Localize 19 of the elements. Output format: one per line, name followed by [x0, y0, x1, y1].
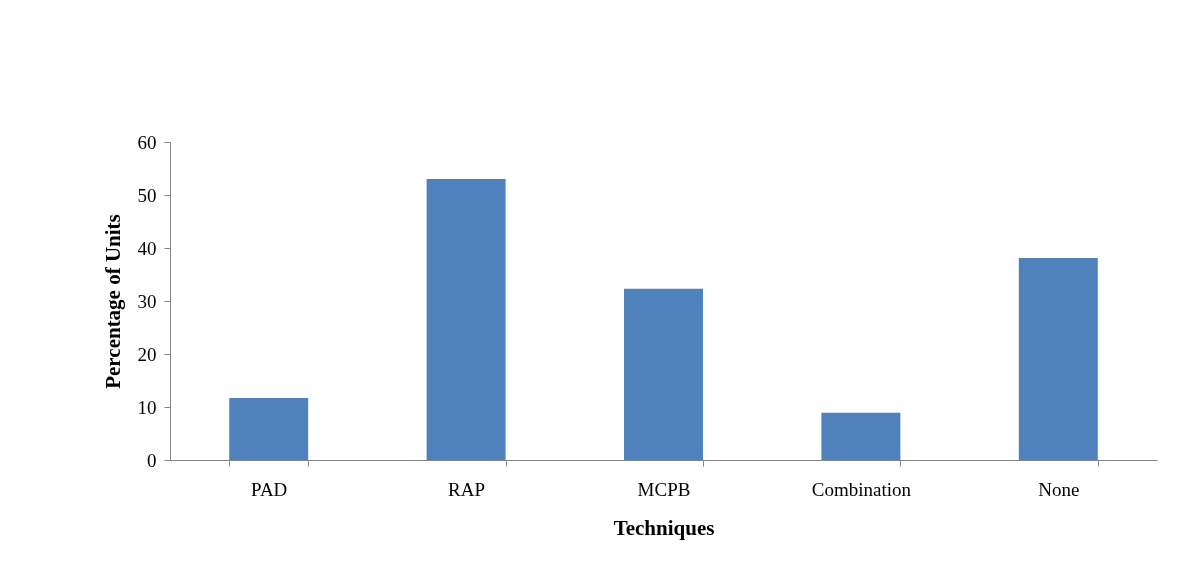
y-tick-label: 60: [137, 131, 157, 153]
x-tick-label: MCPB: [637, 478, 691, 500]
x-axis-title: Techniques: [613, 515, 715, 540]
bar: [821, 412, 901, 460]
y-tick-label: 0: [147, 449, 157, 471]
y-tick-label: 30: [137, 290, 157, 312]
y-tick-label: 50: [137, 184, 157, 206]
x-tick-label: Combination: [811, 478, 912, 500]
x-tick-label: PAD: [251, 478, 288, 500]
y-tick-label: 10: [137, 396, 157, 418]
y-tick-label: 20: [137, 343, 157, 365]
bar: [624, 288, 703, 460]
bar: [1018, 258, 1098, 460]
x-tick-label: RAP: [448, 478, 486, 500]
y-tick-label: 40: [137, 237, 157, 259]
bar: [426, 179, 506, 460]
y-axis-title: Percentage of Units: [100, 214, 125, 389]
x-tick-label: None: [1038, 478, 1080, 500]
bar: [229, 397, 309, 460]
